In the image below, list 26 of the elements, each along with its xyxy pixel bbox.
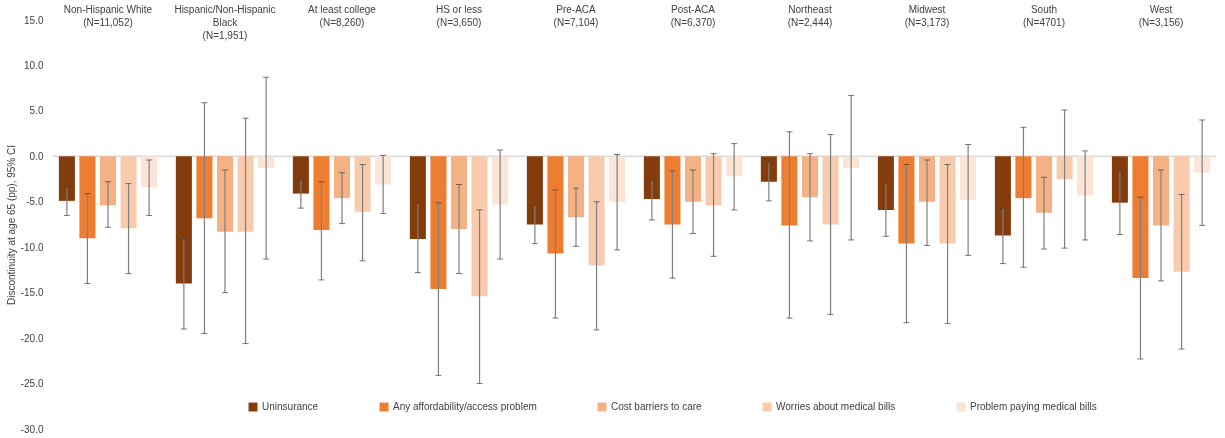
legend-label: Any affordability/access problem [393, 401, 537, 412]
x-tick-label: Midwest (N=3,173) [904, 3, 950, 28]
x-tick-label: Pre-ACA (N=7,104) [553, 3, 599, 28]
y-tick-label: -5.0 [26, 196, 44, 208]
x-tick-label: Hispanic/Non-Hispanic Black (N=1,951) [174, 3, 276, 41]
y-tick-label: 15.0 [24, 14, 44, 26]
legend-label: Uninsurance [262, 401, 319, 412]
y-tick-label: -10.0 [20, 241, 44, 253]
y-tick-label: 10.0 [24, 59, 44, 71]
x-tick-label: At least college (N=8,260) [308, 3, 377, 28]
x-tick-label: West (N=3,156) [1138, 3, 1184, 28]
y-axis-title: Discontinuity at age 65 (pp), 95% CI [5, 144, 17, 306]
y-tick-label: -20.0 [20, 332, 44, 344]
y-tick-label: -15.0 [20, 287, 44, 299]
x-tick-label: HS or less (N=3,650) [435, 3, 483, 28]
y-tick-label: -25.0 [20, 378, 44, 390]
legend-label: Problem paying medical bills [970, 401, 1097, 412]
y-tick-label: -30.0 [20, 423, 44, 435]
y-tick-label: 5.0 [29, 105, 44, 117]
y-tick-label: 0.0 [29, 150, 44, 162]
legend-label: Worries about medical bills [776, 401, 896, 412]
legend-label: Cost barriers to care [611, 401, 703, 412]
x-tick-label: Northeast (N=2,444) [787, 3, 833, 28]
x-tick-label: South (N=4701) [1023, 3, 1065, 28]
x-tick-label: Post-ACA (N=6,370) [670, 3, 716, 28]
x-tick-label: Non-Hispanic White (N=11,052) [63, 3, 153, 28]
